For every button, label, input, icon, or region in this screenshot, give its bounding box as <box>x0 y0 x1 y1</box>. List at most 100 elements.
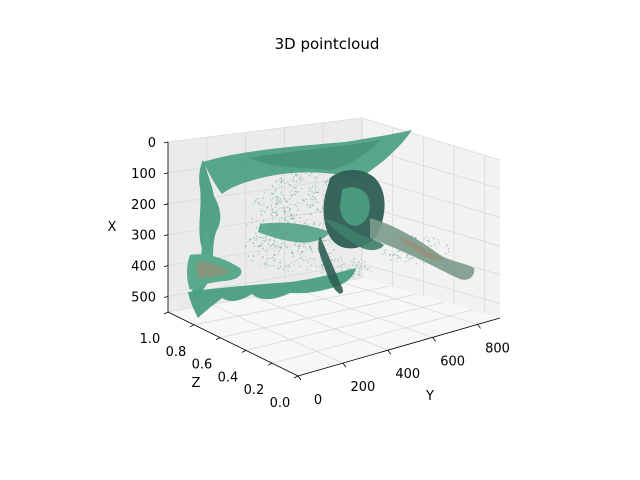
cloud-point <box>247 240 249 243</box>
cloud-point <box>301 250 304 253</box>
cloud-point <box>283 180 285 182</box>
cloud-point <box>249 238 252 241</box>
cloud-point <box>294 203 297 206</box>
x-tick-label: 600 <box>440 354 465 369</box>
cloud-point <box>298 178 300 181</box>
cloud-point <box>333 249 335 251</box>
cloud-point <box>308 190 310 192</box>
cloud-point <box>340 257 342 260</box>
back-gridline-z <box>361 175 501 218</box>
y-tick-mark <box>215 337 221 340</box>
cloud-point <box>314 186 317 188</box>
cloud-point <box>286 265 288 268</box>
cloud-point <box>427 240 430 242</box>
cloud-point <box>364 266 367 268</box>
cloud-point <box>308 246 311 249</box>
cloud-point <box>295 187 297 189</box>
cloud-point <box>258 245 261 247</box>
cloud-point <box>303 259 305 262</box>
cloud-point <box>279 261 281 263</box>
cloud-point <box>292 255 294 258</box>
cloud-point <box>270 213 273 216</box>
cloud-point <box>298 247 301 249</box>
cloud-point <box>311 195 314 197</box>
cloud-point <box>339 265 341 268</box>
cloud-point <box>273 253 276 256</box>
cloud-point <box>300 179 303 182</box>
cloud-point <box>266 263 268 266</box>
cloud-point <box>314 180 317 182</box>
cloud-point <box>278 250 281 253</box>
cloud-point <box>325 180 327 183</box>
cloud-point <box>428 240 431 243</box>
cloud-point <box>311 199 314 201</box>
cloud-point <box>262 247 265 250</box>
cloud-point <box>283 210 285 213</box>
cloud-point <box>276 210 279 213</box>
cloud-point <box>405 259 408 262</box>
cloud-point <box>283 219 286 221</box>
cloud-point <box>380 248 382 251</box>
cloud-point <box>264 264 266 266</box>
z-tick-mark <box>163 172 169 175</box>
cloud-point <box>289 215 292 217</box>
cloud-point <box>358 271 361 273</box>
cloud-point <box>269 238 272 241</box>
cloud-point <box>343 263 345 265</box>
cloud-point <box>276 213 278 216</box>
cloud-point <box>255 232 257 235</box>
cloud-point <box>352 276 355 278</box>
cloud-point <box>244 245 247 247</box>
cloud-point <box>312 203 314 205</box>
cloud-point <box>266 253 269 256</box>
cloud-point <box>249 240 251 243</box>
cloud-point <box>273 265 275 267</box>
cloud-point <box>297 245 300 248</box>
cloud-point <box>394 253 396 255</box>
cloud-point <box>275 211 277 214</box>
cloud-point <box>256 197 259 200</box>
cloud-point <box>327 243 329 246</box>
cloud-point <box>290 189 293 192</box>
floor-gridline-y <box>219 293 418 338</box>
y-tick-label: 0.8 <box>166 345 187 360</box>
cloud-point <box>329 240 331 243</box>
cloud-point <box>284 182 287 185</box>
cloud-point <box>315 265 318 267</box>
cloud-point <box>295 191 298 193</box>
cloud-point <box>360 267 362 269</box>
cloud-point <box>284 210 287 213</box>
cloud-point <box>311 250 314 253</box>
cloud-point <box>275 199 278 202</box>
cloud-point <box>303 242 305 245</box>
cloud-point <box>367 268 369 271</box>
cloud-point <box>276 201 278 204</box>
cloud-point <box>323 181 326 183</box>
cloud-point <box>337 265 340 268</box>
cloud-point <box>400 259 403 262</box>
cloud-point <box>323 239 326 242</box>
cloud-point <box>303 245 305 248</box>
cloud-point <box>259 236 261 239</box>
cloud-point <box>270 244 273 247</box>
cloud-point <box>289 207 292 210</box>
cloud-point <box>291 214 294 216</box>
back-gridline-z <box>361 263 501 305</box>
cloud-point <box>296 180 298 183</box>
cloud-point <box>299 182 301 185</box>
cloud-point <box>284 266 287 269</box>
cloud-point <box>275 245 277 248</box>
cloud-point <box>321 265 324 268</box>
cloud-point <box>447 248 450 250</box>
cloud-point <box>284 210 287 213</box>
cloud-point <box>307 261 309 263</box>
cloud-point <box>292 180 295 182</box>
cloud-point <box>390 259 392 261</box>
cloud-point <box>273 254 276 257</box>
cloud-point <box>423 237 426 240</box>
cloud-point <box>333 261 336 264</box>
cloud-point <box>438 242 440 244</box>
cloud-point <box>427 240 429 242</box>
x-axis-ticks: 0 200 400 600 800 <box>297 324 510 408</box>
cloud-point <box>384 249 387 251</box>
